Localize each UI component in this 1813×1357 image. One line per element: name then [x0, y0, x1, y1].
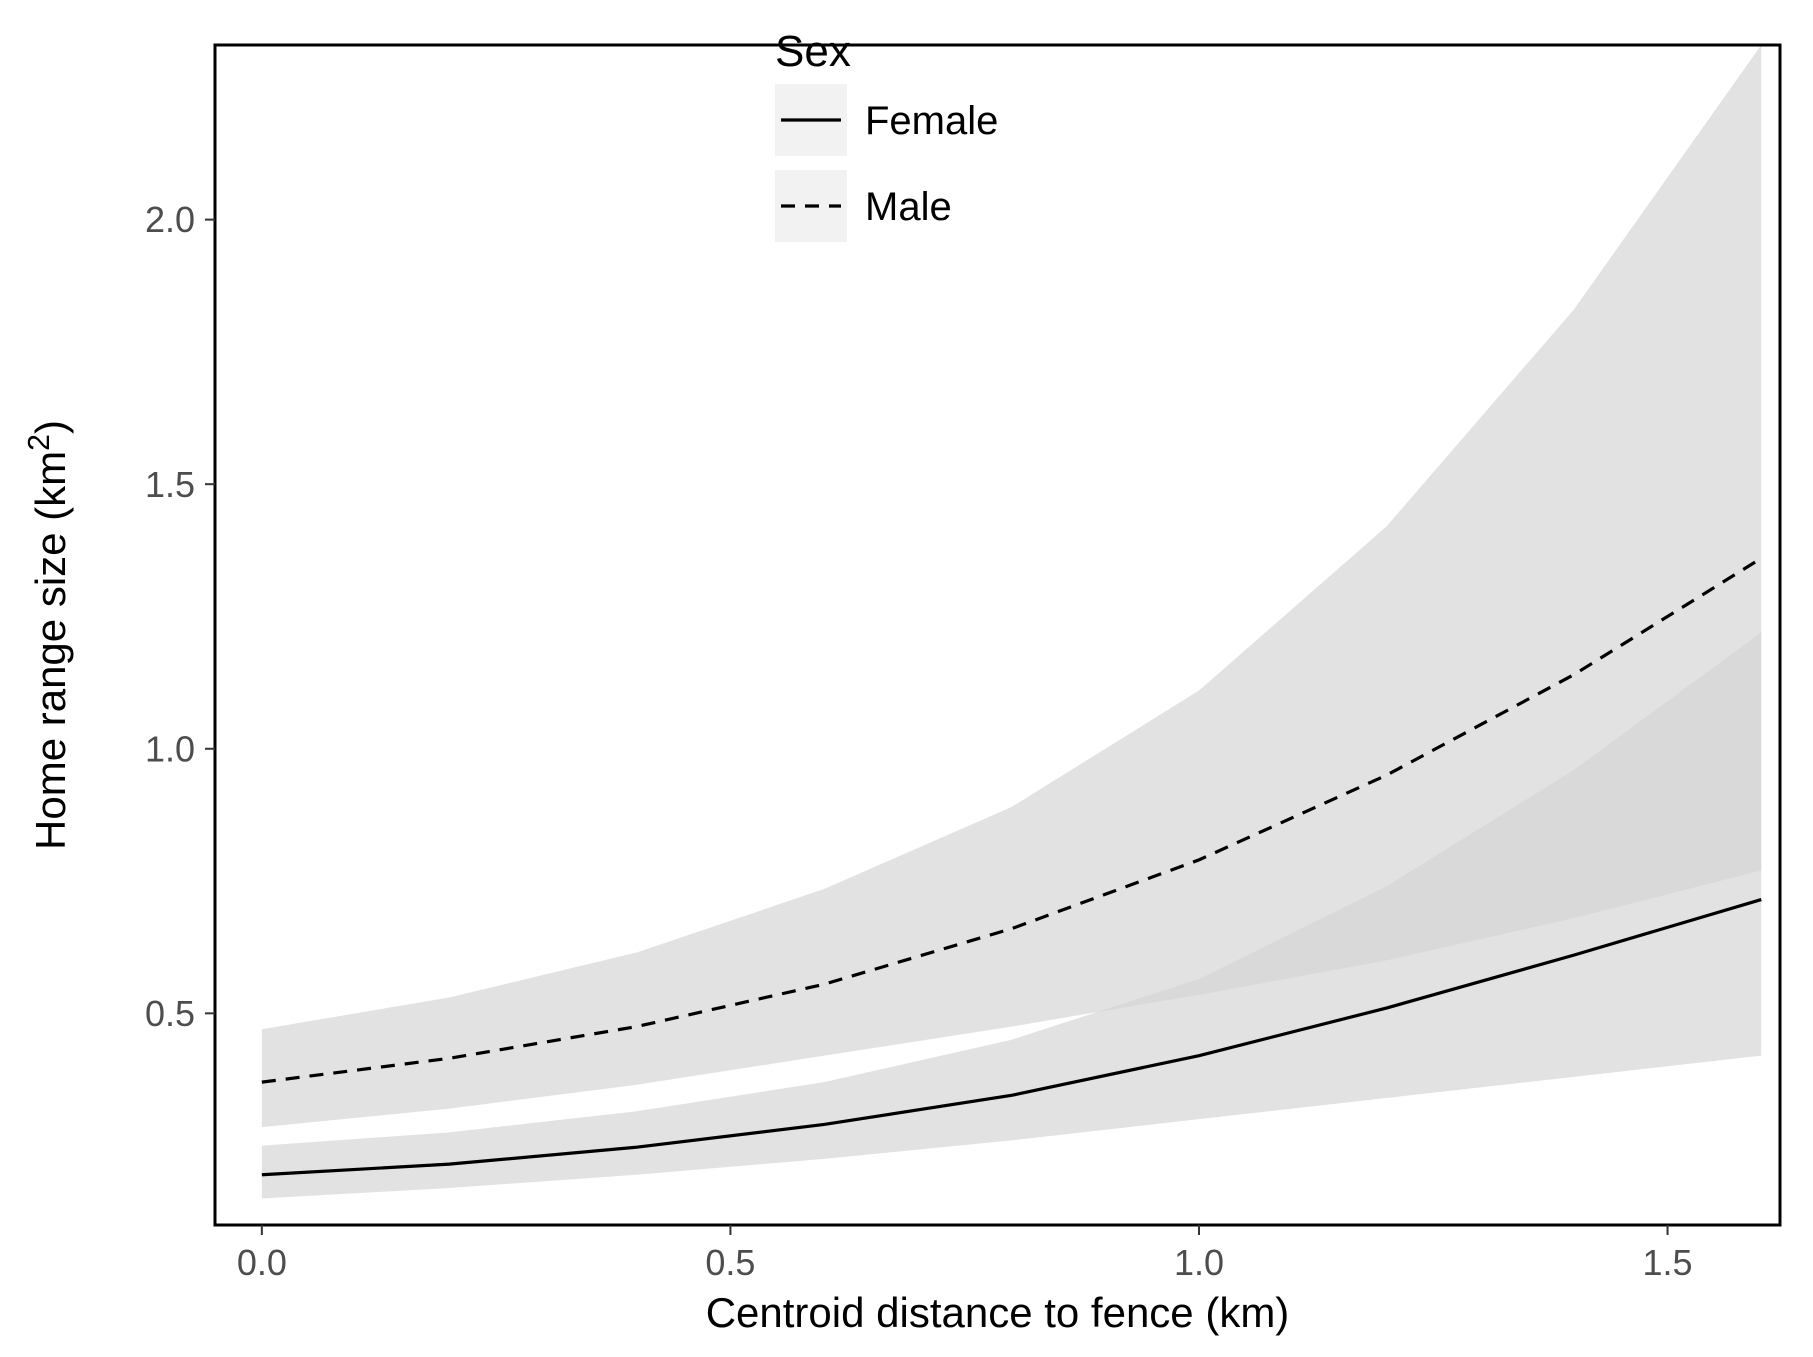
legend-item-label: Female [865, 99, 998, 143]
y-tick-label: 2.0 [145, 199, 195, 240]
y-tick-label: 1.5 [145, 464, 195, 505]
x-axis-label: Centroid distance to fence (km) [706, 1289, 1290, 1336]
legend-title: Sex [775, 27, 851, 76]
legend-item-label: Male [865, 185, 952, 229]
x-tick-label: 1.5 [1643, 1242, 1693, 1283]
chart-container: 0.0 0.5 1.0 1.5 Centroid distance to fence (… [0, 0, 1813, 1357]
y-axis-label: Home range size (km2) [23, 420, 75, 850]
x-tick-label: 0.5 [705, 1242, 755, 1283]
y-tick-label: 1.0 [145, 728, 195, 769]
home-range-chart: 0.0 0.5 1.0 1.5 Centroid distance to fence (… [0, 0, 1813, 1357]
x-tick-label: 1.0 [1174, 1242, 1224, 1283]
y-tick-label: 0.5 [145, 993, 195, 1034]
x-tick-label: 0.0 [237, 1242, 287, 1283]
